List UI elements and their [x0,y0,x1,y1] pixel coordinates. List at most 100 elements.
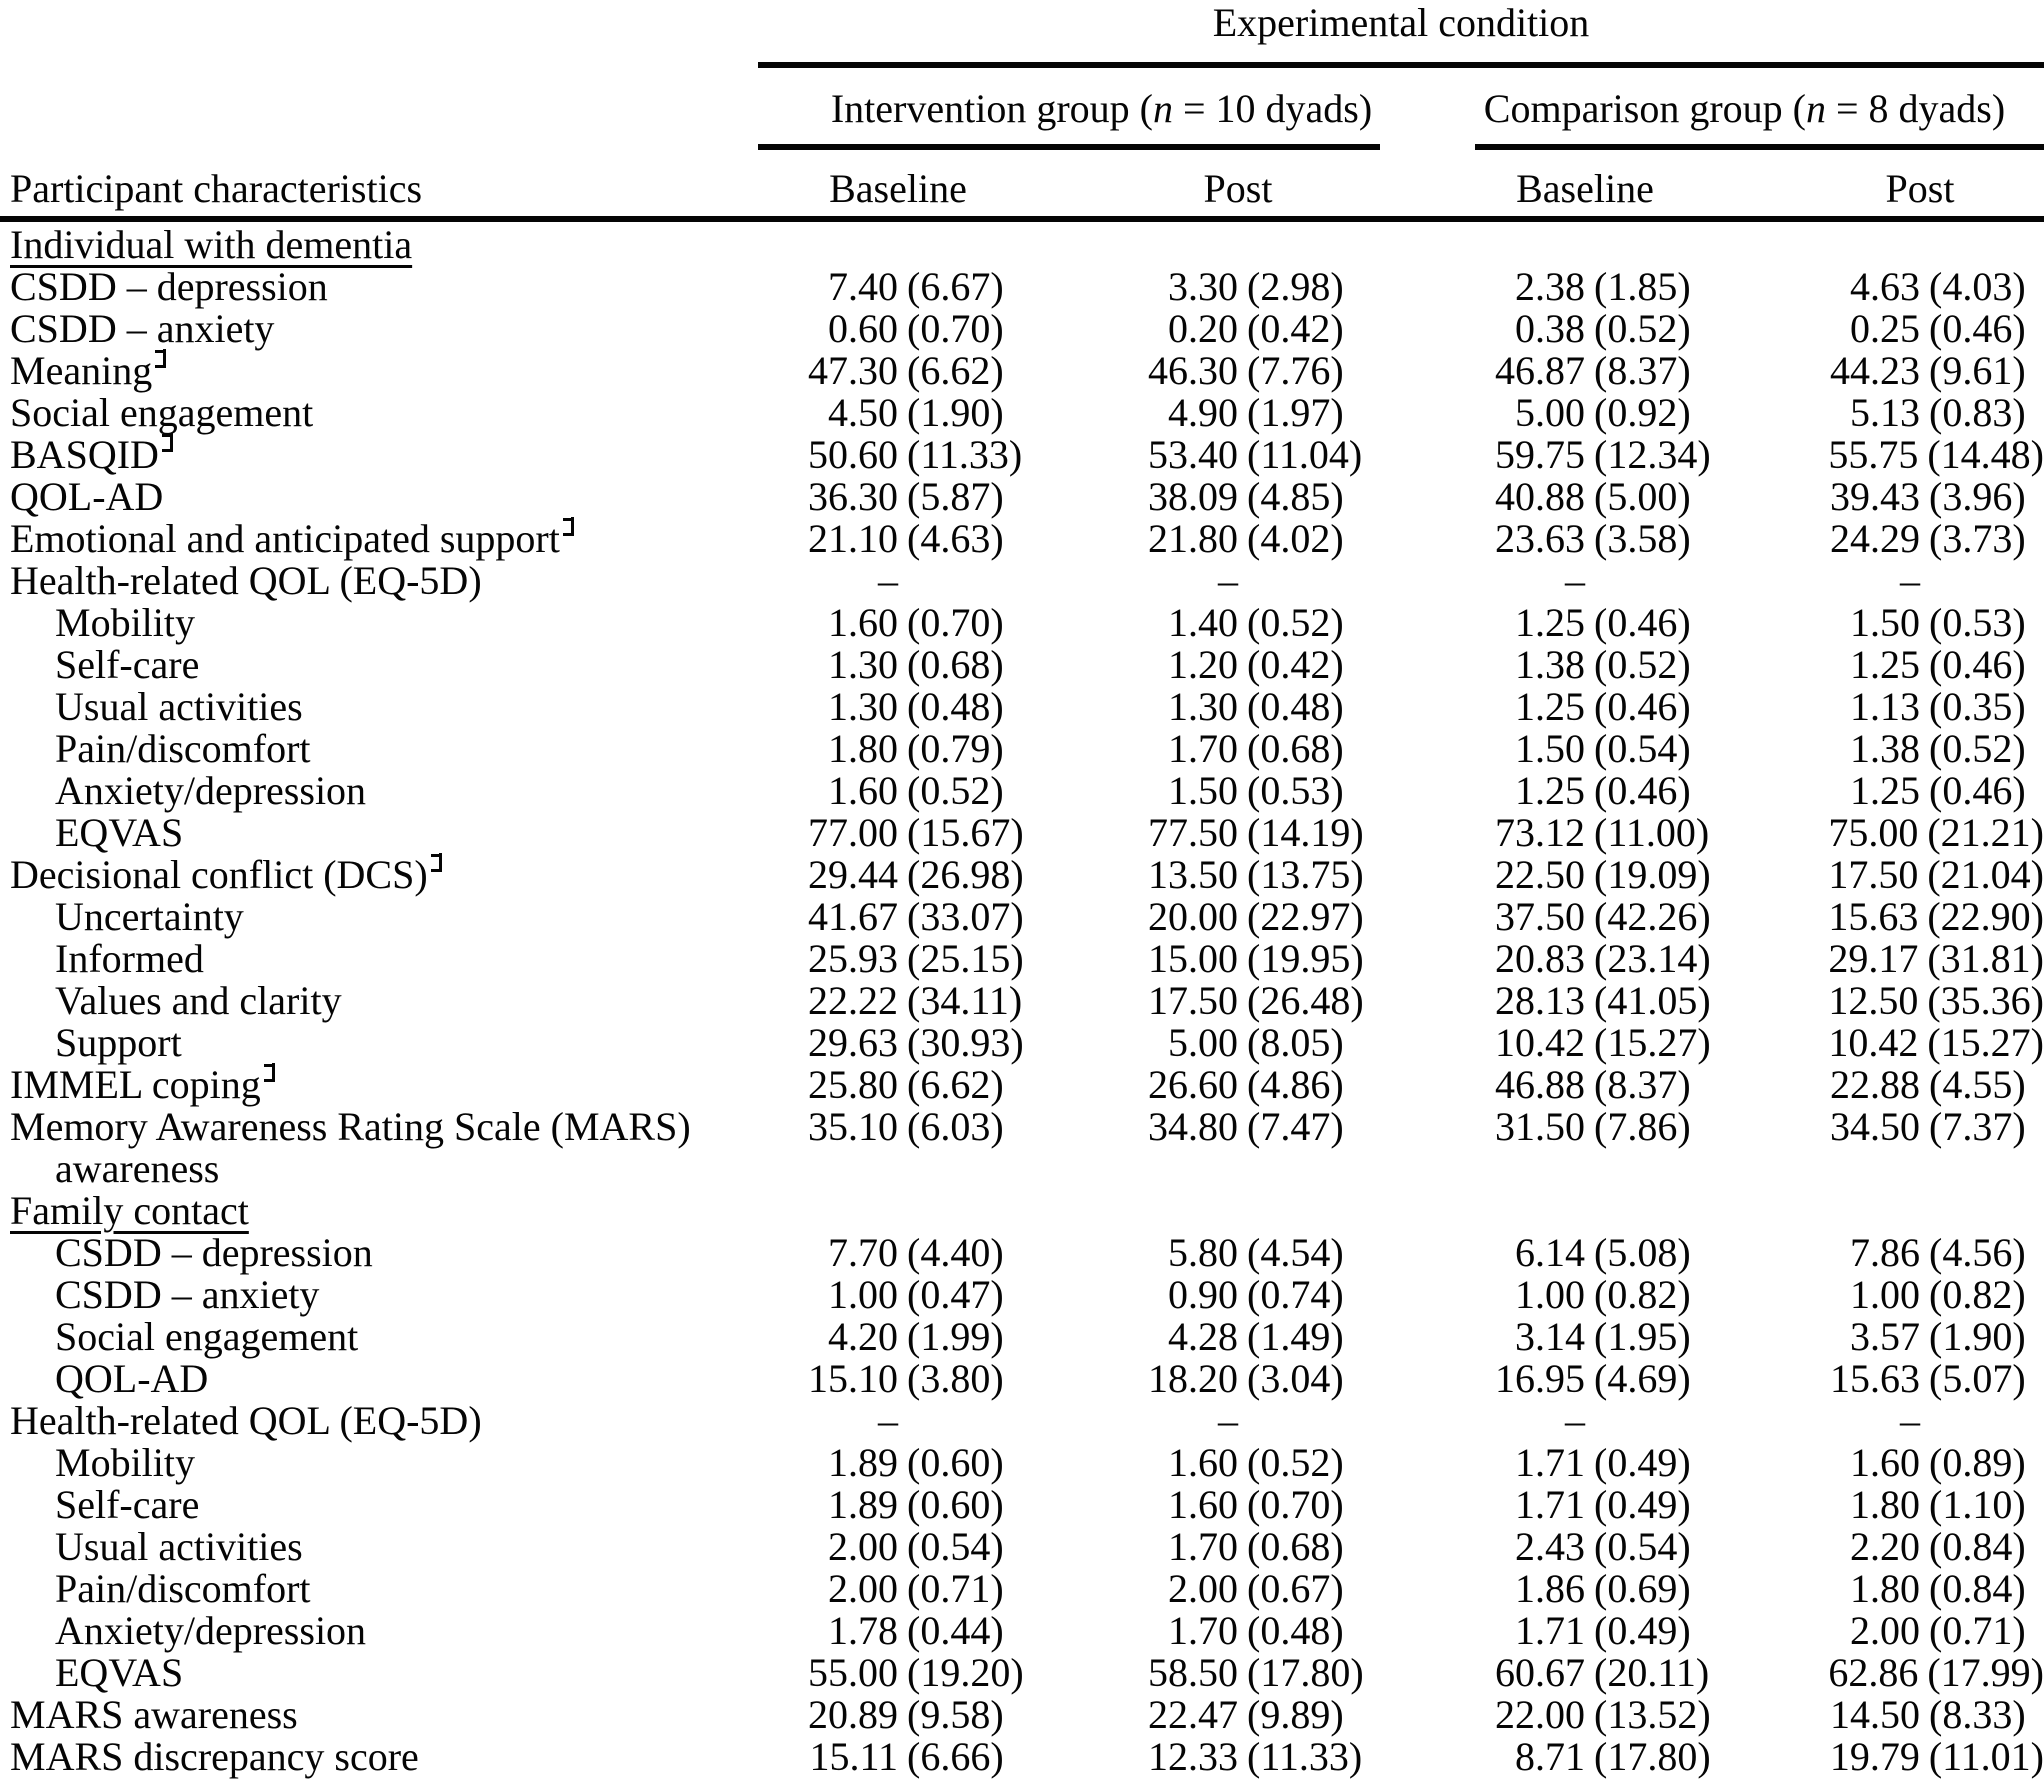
value-cell: 7.70 (4.40) [758,1232,1098,1274]
mean-value: 1.30 [828,684,898,729]
value-cell: 1.60 (0.70) [758,602,1098,644]
table-row: Social engagement 4.20 (1.99) 4.28 (1.49) 3.1… [0,1316,2044,1358]
value-cell: 4.20 (1.99) [758,1316,1098,1358]
value-cell: – [1098,560,1445,602]
value-cell: 60.67 (20.11) [1445,1652,1780,1694]
row-label-cell: Values and clarity [0,980,758,1022]
mean-value: 3.57 [1850,1314,1920,1359]
row-label-cell: CSDD – depression [0,266,758,308]
row-label: Self-care [55,642,200,687]
mean-value: 20.00 [1148,894,1238,939]
mean-value: 1.70 [1168,1524,1238,1569]
value-cell: 1.89 (0.60) [758,1484,1098,1526]
row-label-cell: Meaning [0,349,758,392]
sd-value: (6.62) [907,348,1004,393]
value-cell: 77.50 (14.19) [1098,812,1445,854]
value-cell: 1.71 (0.49) [1445,1484,1780,1526]
sd-value: (4.69) [1594,1356,1691,1401]
row-label-cell: Self-care [0,1484,758,1526]
mean-value: 55.75 [1828,432,1919,477]
row-label-cell: MARS discrepancy score [0,1736,758,1778]
mean-value: 0.25 [1850,306,1920,351]
row-label-cell: Pain/discomfort [0,728,758,770]
sd-value: (0.70) [907,600,1004,645]
row-label-cell: CSDD – anxiety [0,308,758,350]
row-label-cell: CSDD – depression [0,1232,758,1274]
value-cell: 1.89 (0.60) [758,1442,1098,1484]
row-label: Self-care [55,1482,200,1527]
value-cell: 4.28 (1.49) [1098,1316,1445,1358]
mean-value: 1.71 [1515,1440,1585,1485]
mean-value: 1.80 [1850,1566,1920,1611]
mean-value: 1.89 [828,1482,898,1527]
sd-value: (34.11) [907,978,1023,1023]
value-cell: 23.63 (3.58) [1445,518,1780,560]
mean-value: 46.87 [1495,348,1585,393]
sd-value: (0.35) [1929,684,2026,729]
sd-value: (17.99) [1927,1650,2044,1695]
value-cell: 22.88 (4.55) [1780,1064,2044,1106]
sd-value: (30.93) [907,1020,1024,1065]
sd-value: (0.53) [1929,600,2026,645]
row-label: Usual activities [55,1524,303,1569]
mean-value: 1.50 [1168,768,1238,813]
col-heading-baseline-1: Baseline [829,166,967,211]
mean-value: 1.71 [1515,1608,1585,1653]
sd-value: (0.70) [1247,1482,1344,1527]
row-label: Social engagement [55,1314,359,1359]
sd-value: (11.01) [1928,1734,2044,1779]
value-cell: 8.71 (17.80) [1445,1736,1780,1778]
row-label-cell: CSDD – anxiety [0,1274,758,1316]
sd-value: (0.46) [1929,306,2026,351]
mean-value: 50.60 [808,432,898,477]
value-cell: 21.10 (4.63) [758,518,1098,560]
value-cell: 59.75 (12.34) [1445,434,1780,476]
value-cell: 5.80 (4.54) [1098,1232,1445,1274]
value-cell: – [1445,560,1780,602]
mean-value: 5.00 [1168,1020,1238,1065]
mean-value: 1.80 [828,726,898,771]
mean-value: 15.00 [1148,936,1238,981]
sd-value: (0.71) [907,1566,1004,1611]
value-cell: 16.95 (4.69) [1445,1358,1780,1400]
mean-value: 1.89 [828,1440,898,1485]
sd-value: (8.05) [1247,1020,1344,1065]
mean-value: 1.60 [1168,1482,1238,1527]
sd-value: (11.33) [907,432,1023,477]
value-cell: 75.00 (21.21) [1780,812,2044,854]
mean-value: 24.29 [1830,516,1920,561]
row-label-cell: Usual activities [0,1526,758,1568]
sd-value: (17.80) [1247,1650,1364,1695]
sd-value: (4.85) [1247,474,1344,519]
sd-value: (31.81) [1927,936,2044,981]
row-label-cell: QOL-AD [0,476,758,518]
value-cell: 31.50 (7.86) [1445,1106,1780,1148]
intervention-group-label-pre: Intervention group ( [830,86,1153,131]
value-cell: 13.50 (13.75) [1098,854,1445,896]
mean-value: – [878,1398,898,1443]
value-cell: 1.20 (0.42) [1098,644,1445,686]
table-row: Meaning 47.30 (6.62) 46.30 (7.76) 46.87 (8.37)… [0,348,2044,393]
value-cell: 1.60 (0.70) [1098,1484,1445,1526]
sd-value: (0.46) [1594,600,1691,645]
value-cell: 53.40 (11.04) [1098,434,1445,476]
sd-value: (3.58) [1594,516,1691,561]
value-cell: 73.12 (11.00) [1445,812,1780,854]
mean-value: 7.86 [1850,1230,1920,1275]
sd-value: (4.55) [1929,1062,2026,1107]
sd-value: (19.20) [907,1650,1024,1695]
value-cell: 40.88 (5.00) [1445,476,1780,518]
mean-value: 1.70 [1168,1608,1238,1653]
sd-value: (0.46) [1929,768,2026,813]
row-label: EQVAS [55,1650,184,1695]
value-cell: 1.71 (0.49) [1445,1610,1780,1652]
mean-value: 28.13 [1495,978,1585,1023]
value-cell: 1.25 (0.46) [1445,686,1780,728]
sd-value: (0.83) [1929,390,2026,435]
mean-value: 14.50 [1830,1692,1920,1737]
value-cell: 20.89 (9.58) [758,1694,1098,1736]
value-cell: 2.20 (0.84) [1780,1526,2044,1568]
value-cell: 28.13 (41.05) [1445,980,1780,1022]
sd-value: (1.49) [1247,1314,1344,1359]
